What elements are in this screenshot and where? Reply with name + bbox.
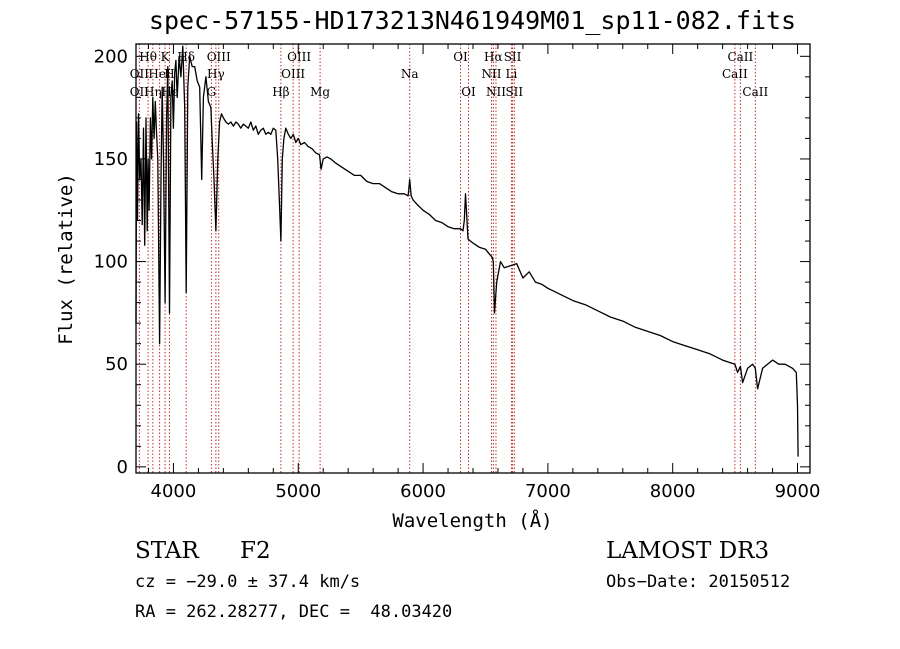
spectral-line-label: Hβ: [272, 85, 289, 99]
spectral-line-label: OII: [130, 67, 150, 81]
spectral-line-label: Hδ: [177, 50, 195, 64]
spectral-line-label: Hθ: [139, 50, 157, 64]
spectral-line-label: Hη: [144, 85, 162, 99]
ra-dec-coordinates: RA = 262.28277, DEC = 48.03420: [135, 602, 453, 622]
y-tick-label: 50: [105, 354, 128, 375]
y-tick-label: 150: [94, 149, 128, 170]
series-group: [135, 45, 799, 457]
x-tick-label: 7000: [525, 481, 571, 502]
spectral-line-label: G: [207, 85, 217, 99]
spectral-line-label: Hε: [161, 85, 178, 99]
spectral-line-label: Hα: [484, 50, 503, 64]
spectral-line-label: NII: [481, 67, 501, 81]
spectral-line-label: Na: [401, 67, 419, 81]
chart-title: spec-57155-HD173213N461949M01_sp11-082.f…: [148, 6, 797, 35]
spectral-line-label: Mg: [310, 85, 330, 99]
x-tick-label: 6000: [400, 481, 446, 502]
x-tick-label: 8000: [650, 481, 696, 502]
spectral-line-label: H: [164, 67, 174, 81]
object-subclass: F2: [240, 538, 271, 564]
observation-date: Obs−Date: 20150512: [606, 572, 791, 592]
plot-frame: [135, 43, 811, 474]
y-axis-label: Flux (relative): [55, 173, 77, 345]
x-tick-label: 4000: [151, 481, 197, 502]
y-tick-label: 100: [94, 252, 128, 273]
spectral-line-label: SII: [505, 85, 523, 99]
spectral-line-label: OII: [130, 85, 150, 99]
series-line-spectrum: [135, 45, 799, 457]
object-class: STAR: [135, 538, 199, 564]
x-tick-label: 9000: [775, 481, 821, 502]
x-axis-label: Wavelength (Å): [392, 510, 553, 532]
x-tick-label: 5000: [275, 481, 321, 502]
spectral-line-label: K: [161, 50, 171, 64]
spectral-line-label: OIII: [281, 67, 305, 81]
axes-group: 4000 5000 6000 7000 8000 9000 0 50 100 150 200: [94, 43, 821, 502]
spectral-line-label: CaII: [742, 85, 768, 99]
survey-name: LAMOST DR3: [606, 538, 770, 564]
spectral-line-label: OIII: [207, 50, 231, 64]
spectral-line-label: Li: [506, 67, 518, 81]
spectral-line-label: OI: [453, 50, 468, 64]
y-tick-label: 200: [94, 46, 128, 67]
spectral-line-label: CaII: [722, 67, 748, 81]
spectral-line-label: OI: [461, 85, 476, 99]
spectral-line-label: SII: [504, 50, 522, 64]
y-tick-label: 0: [117, 457, 128, 478]
spectral-line-label: OIII: [287, 50, 311, 64]
spectral-line-label: NII: [486, 85, 506, 99]
spectral-line-label: CaII: [727, 50, 753, 64]
spectral-line-label: Hγ: [207, 67, 225, 81]
marker-lines-group: [138, 44, 756, 473]
redshift-velocity: cz = −29.0 ± 37.4 km/s: [135, 572, 361, 592]
spectral-line-label: HeI: [148, 67, 171, 81]
line-labels-group: OII OII Hθ Hη HeI KH Hε Hδ G OIII Hγ Hβ OIII OIII Mg Na…: [130, 50, 769, 99]
